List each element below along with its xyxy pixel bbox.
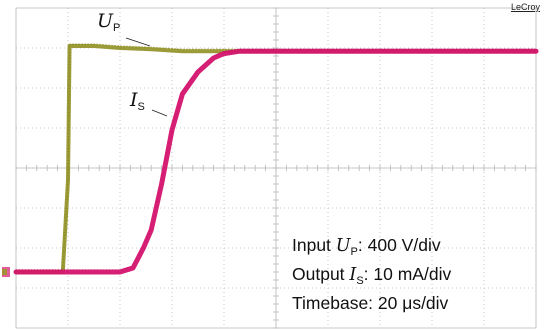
up-label-leader <box>125 37 151 47</box>
is-label-leader <box>151 109 168 117</box>
is-trace-symbol: I <box>130 89 138 111</box>
legend-input-line: Input UP: 400 V/div <box>292 232 538 261</box>
legend-output-line: Output IS: 10 mA/div <box>292 261 538 290</box>
legend-input-symbol: U <box>335 236 351 256</box>
channel-1-ground-marker <box>2 269 7 275</box>
series-line-I_S <box>13 48 539 275</box>
up-trace-subscript: P <box>113 22 121 34</box>
up-trace-symbol: U <box>97 10 114 32</box>
plot-traces <box>13 37 539 275</box>
brand-logo-text: LeCroy <box>510 2 540 12</box>
is-trace-label: IS <box>130 89 145 113</box>
legend-output-scale: : 10 mA/div <box>363 264 452 284</box>
legend-timebase: Timebase: 20 μs/div <box>292 293 449 313</box>
series-noise-I_S <box>16 48 536 271</box>
legend-output-symbol: I <box>349 265 357 285</box>
legend-input-scale: : 400 V/div <box>357 235 441 255</box>
is-trace-subscript: S <box>137 101 145 113</box>
legend-output-prefix: Output <box>292 264 350 284</box>
legend-input-subscript: P <box>350 246 358 258</box>
legend-input-prefix: Input <box>292 235 336 255</box>
up-trace-label: UP <box>97 10 121 34</box>
legend-output-subscript: S <box>356 275 364 287</box>
scale-legend: Input UP: 400 V/div Output IS: 10 mA/div… <box>292 232 538 316</box>
ground-markers <box>2 267 10 277</box>
